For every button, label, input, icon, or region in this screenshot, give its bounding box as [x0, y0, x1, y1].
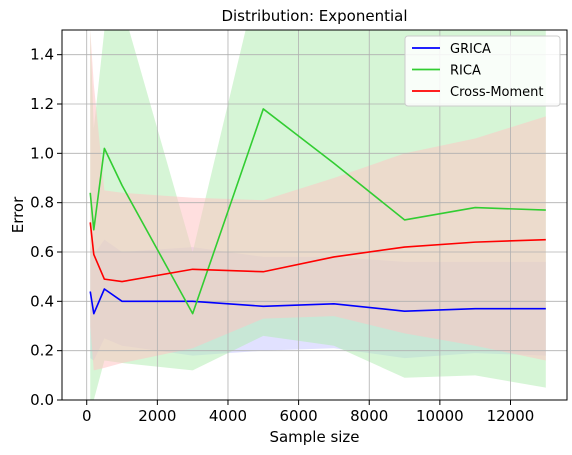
y-tick-label: 1.4 — [30, 46, 54, 64]
y-tick-label: 0.2 — [30, 342, 54, 360]
plot-frame — [61, 29, 568, 401]
x-tick-label: 6000 — [280, 407, 318, 425]
legend: GRICA RICA Cross-Moment — [404, 35, 561, 107]
y-tick-label: 0.6 — [30, 243, 54, 261]
rica-line — [89, 108, 546, 315]
grica-line — [89, 288, 546, 315]
legend-label-rica: RICA — [450, 64, 481, 79]
cross-moment-band — [90, 30, 546, 371]
legend-label-cross-moment: Cross-Moment — [450, 85, 544, 100]
y-axis: 0.0 0.2 0.4 0.6 0.8 1.0 1.2 1.4 — [30, 46, 62, 409]
legend-box — [404, 35, 561, 107]
y-tick-label: 0.4 — [30, 292, 54, 310]
x-tick-label: 2000 — [138, 407, 176, 425]
x-tick-label: 4000 — [209, 407, 247, 425]
x-tick-label: 0 — [82, 407, 92, 425]
x-tick-label: 12000 — [487, 407, 535, 425]
cross-moment-line — [89, 222, 546, 283]
y-tick-label: 1.0 — [30, 144, 54, 162]
y-tick-label: 1.2 — [30, 95, 54, 113]
y-tick-label: 0.8 — [30, 194, 54, 212]
x-axis-label: Sample size — [269, 428, 359, 446]
x-axis: 0 2000 4000 6000 8000 10000 12000 — [82, 400, 534, 425]
chart-title: Distribution: Exponential — [221, 7, 407, 25]
y-tick-label: 0.0 — [30, 391, 54, 409]
series-lines — [89, 108, 546, 315]
x-tick-label: 8000 — [350, 407, 388, 425]
legend-label-grica: GRICA — [450, 42, 491, 57]
y-axis-label: Error — [9, 196, 27, 233]
x-tick-label: 10000 — [416, 407, 464, 425]
